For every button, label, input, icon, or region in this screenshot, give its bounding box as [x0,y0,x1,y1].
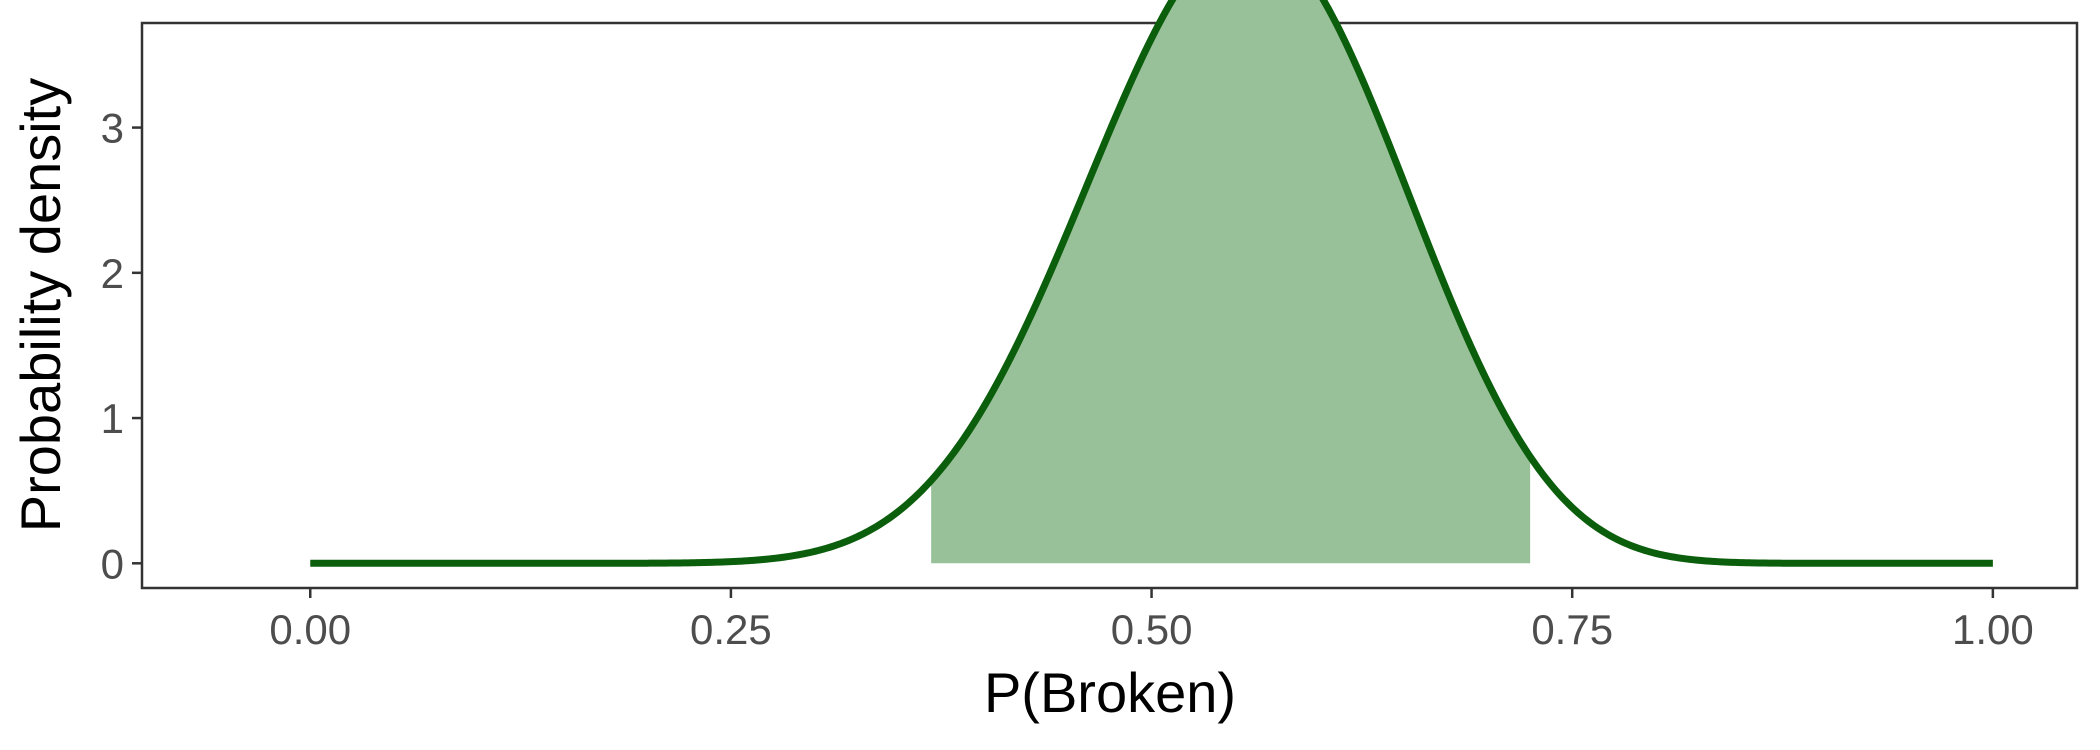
y-axis-title: Probability density [9,78,72,532]
y-tick-label: 1 [101,395,124,442]
y-tick-label: 0 [101,540,124,587]
y-tick-label: 3 [101,105,124,152]
credible-interval-shade [931,0,1531,564]
y-axis-ticks: 0 1 2 3 [101,105,142,587]
x-tick-label: 0.50 [1111,606,1193,653]
density-curve [309,0,1994,567]
y-tick-label: 2 [101,250,124,297]
x-tick-label: 1.00 [1952,606,2034,653]
x-axis-title: P(Broken) [984,661,1236,724]
x-tick-label: 0.00 [269,606,351,653]
x-tick-label: 0.25 [690,606,772,653]
x-axis-ticks: 0.00 0.25 0.50 0.75 1.00 [269,588,2034,653]
x-tick-label: 0.75 [1531,606,1613,653]
